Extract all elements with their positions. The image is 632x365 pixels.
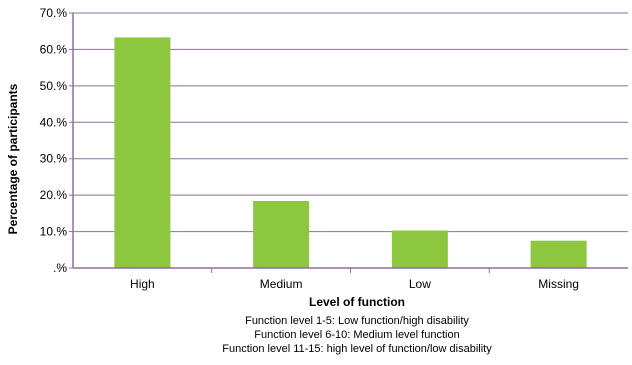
bar-medium (253, 200, 310, 268)
x-tick-label: High (130, 277, 155, 291)
bars (114, 37, 587, 269)
y-tick-label: 20.% (40, 188, 68, 202)
x-tick-label: Low (409, 277, 431, 291)
y-tick-labels: .% 10.% 20.% 30.% 40.% 50.% 60.% 70.% (40, 6, 68, 275)
y-tick-label: 60.% (40, 42, 68, 56)
footnote-medium: Function level 6-10: Medium level functi… (254, 329, 459, 341)
y-axis-title: Percentage of participants (6, 83, 20, 234)
y-tick-label: 70.% (40, 6, 68, 20)
y-tick-label: 30.% (40, 152, 68, 166)
bar-low (391, 230, 448, 268)
footnote-high: Function level 11-15: high level of func… (222, 343, 492, 355)
y-tick-label: 40.% (40, 115, 68, 129)
x-tick-label: Medium (260, 277, 303, 291)
y-tick-label: .% (53, 261, 67, 275)
y-tick-label: 10.% (40, 225, 68, 239)
x-tick-labels: High Medium Low Missing (130, 277, 579, 291)
x-axis-title: Level of function (309, 295, 405, 309)
footnote-low: Function level 1-5: Low function/high di… (245, 315, 469, 327)
y-tick-label: 50.% (40, 79, 68, 93)
x-tick-label: Missing (538, 277, 579, 291)
bar-missing (530, 240, 587, 268)
bar-high (114, 37, 171, 269)
